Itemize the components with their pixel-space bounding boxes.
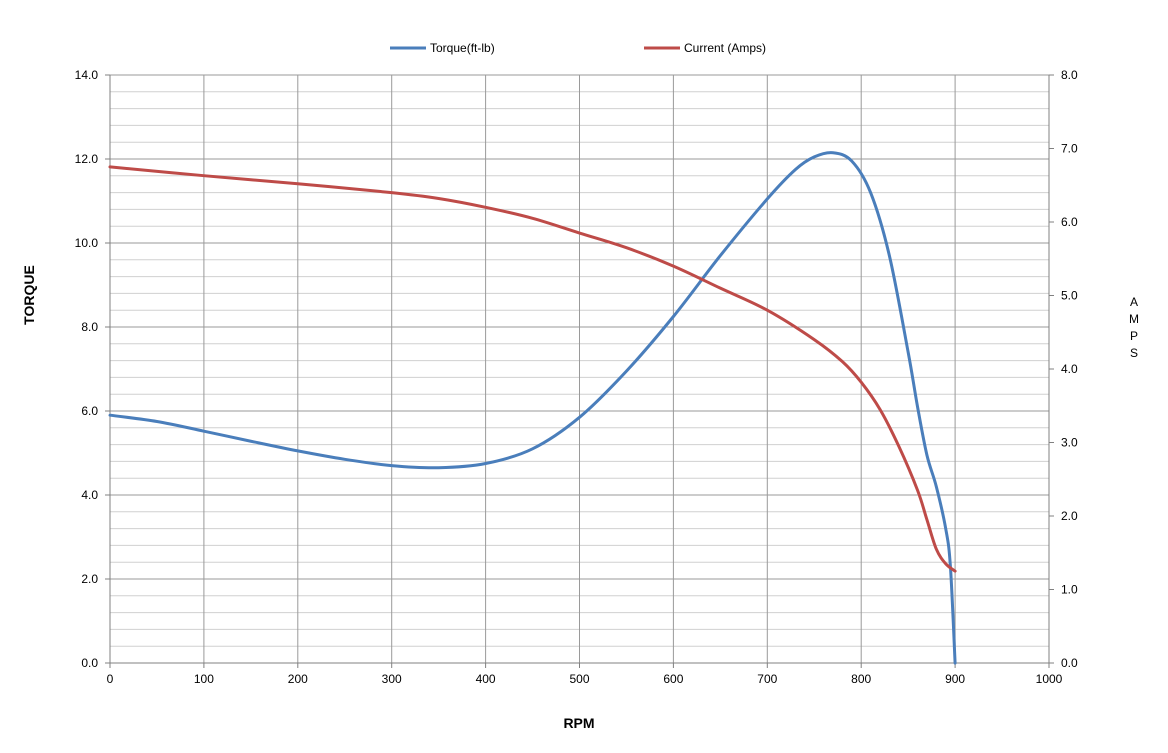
legend: Torque(ft-lb) Current (Amps) xyxy=(390,41,766,55)
y-right-tick-label: 2.0 xyxy=(1061,509,1078,523)
axes xyxy=(105,74,1054,668)
y-right-tick-label: 4.0 xyxy=(1061,362,1078,376)
grid xyxy=(109,74,1050,664)
y-axis-right-title-letter: S xyxy=(1130,346,1138,360)
x-tick-label: 0 xyxy=(107,672,114,686)
tick-labels: 0 100 200 300 400 500 600 700 800 900 1000 0.0 2.0 4.… xyxy=(75,68,1078,686)
x-tick-label: 800 xyxy=(851,672,871,686)
y-left-tick-label: 14.0 xyxy=(75,68,99,82)
legend-item-torque: Torque(ft-lb) xyxy=(390,41,495,55)
legend-item-current: Current (Amps) xyxy=(644,41,766,55)
y-right-tick-label: 1.0 xyxy=(1061,583,1078,597)
y-axis-right-title-letter: M xyxy=(1129,312,1139,326)
x-axis-title: RPM xyxy=(563,715,594,731)
y-right-tick-label: 3.0 xyxy=(1061,436,1078,450)
y-left-tick-label: 6.0 xyxy=(81,404,98,418)
x-tick-label: 300 xyxy=(382,672,402,686)
x-tick-label: 200 xyxy=(288,672,308,686)
x-tick-label: 700 xyxy=(757,672,777,686)
y-right-tick-label: 0.0 xyxy=(1061,656,1078,670)
y-left-tick-label: 0.0 xyxy=(81,656,98,670)
current-series-line xyxy=(108,165,957,573)
y-left-tick-label: 2.0 xyxy=(81,572,98,586)
y-right-tick-label: 5.0 xyxy=(1061,289,1078,303)
y-axis-left-title: TORQUE xyxy=(21,265,37,325)
y-left-tick-label: 4.0 xyxy=(81,488,98,502)
x-tick-label: 1000 xyxy=(1036,672,1063,686)
y-right-tick-label: 7.0 xyxy=(1061,142,1078,156)
legend-label: Torque(ft-lb) xyxy=(430,41,495,55)
x-tick-label: 500 xyxy=(569,672,589,686)
y-left-tick-label: 10.0 xyxy=(75,236,99,250)
y-right-tick-label: 6.0 xyxy=(1061,215,1078,229)
x-tick-label: 100 xyxy=(194,672,214,686)
y-right-tick-label: 8.0 xyxy=(1061,68,1078,82)
x-tick-label: 400 xyxy=(476,672,496,686)
y-axis-right-title-letter: A xyxy=(1130,295,1138,309)
y-axis-right-title-letter: P xyxy=(1130,329,1138,343)
torque-series-line xyxy=(108,151,957,665)
y-left-tick-label: 12.0 xyxy=(75,152,99,166)
y-left-tick-label: 8.0 xyxy=(81,320,98,334)
x-tick-label: 900 xyxy=(945,672,965,686)
legend-label: Current (Amps) xyxy=(684,41,766,55)
series xyxy=(108,151,957,665)
x-tick-label: 600 xyxy=(663,672,683,686)
